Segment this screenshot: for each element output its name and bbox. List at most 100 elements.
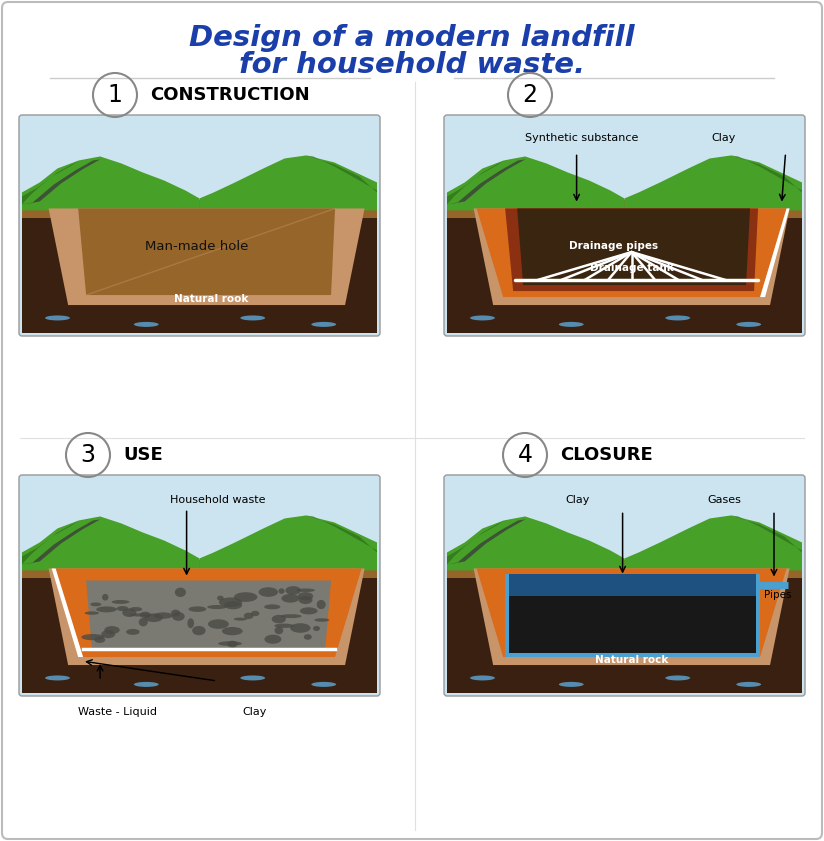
Ellipse shape xyxy=(208,619,229,629)
Ellipse shape xyxy=(133,322,159,327)
Polygon shape xyxy=(22,161,79,210)
Ellipse shape xyxy=(470,675,495,680)
Ellipse shape xyxy=(244,612,254,619)
Bar xyxy=(447,560,802,579)
Bar xyxy=(509,574,756,596)
Polygon shape xyxy=(447,156,625,210)
Ellipse shape xyxy=(224,601,242,609)
Ellipse shape xyxy=(145,613,163,622)
Ellipse shape xyxy=(138,618,147,627)
Ellipse shape xyxy=(304,634,311,640)
Polygon shape xyxy=(731,156,802,210)
Text: Clay: Clay xyxy=(712,133,736,143)
Ellipse shape xyxy=(274,627,283,634)
Polygon shape xyxy=(306,156,377,210)
Bar xyxy=(22,570,377,693)
Ellipse shape xyxy=(105,626,119,634)
Ellipse shape xyxy=(175,588,186,597)
Ellipse shape xyxy=(153,612,173,619)
Ellipse shape xyxy=(274,623,294,628)
Ellipse shape xyxy=(187,618,194,628)
Ellipse shape xyxy=(45,315,70,320)
Ellipse shape xyxy=(208,605,227,609)
Ellipse shape xyxy=(129,613,152,616)
Ellipse shape xyxy=(91,602,101,606)
Polygon shape xyxy=(87,580,331,651)
Polygon shape xyxy=(22,516,199,570)
Text: 3: 3 xyxy=(81,443,96,467)
Ellipse shape xyxy=(45,675,70,680)
Text: for household waste.: for household waste. xyxy=(239,51,585,79)
Ellipse shape xyxy=(101,630,115,638)
Ellipse shape xyxy=(265,635,281,643)
Polygon shape xyxy=(22,160,100,204)
Ellipse shape xyxy=(122,609,137,617)
Bar xyxy=(447,210,802,333)
Ellipse shape xyxy=(171,610,180,616)
Ellipse shape xyxy=(219,597,242,607)
FancyBboxPatch shape xyxy=(444,115,805,336)
Text: Gases: Gases xyxy=(707,495,741,505)
Ellipse shape xyxy=(126,629,140,635)
Ellipse shape xyxy=(117,606,129,611)
Ellipse shape xyxy=(96,606,117,612)
Ellipse shape xyxy=(241,315,265,320)
Polygon shape xyxy=(447,160,525,204)
Polygon shape xyxy=(447,520,525,564)
Text: Natural rook: Natural rook xyxy=(175,294,249,304)
Polygon shape xyxy=(625,516,802,570)
Ellipse shape xyxy=(665,315,691,320)
Ellipse shape xyxy=(470,315,495,320)
Ellipse shape xyxy=(737,322,761,327)
Text: 1: 1 xyxy=(108,83,123,107)
Ellipse shape xyxy=(259,587,278,597)
Polygon shape xyxy=(22,156,199,210)
Polygon shape xyxy=(22,520,100,564)
Ellipse shape xyxy=(285,586,301,595)
Ellipse shape xyxy=(297,592,313,600)
Polygon shape xyxy=(199,516,377,570)
Polygon shape xyxy=(49,209,364,305)
Text: 2: 2 xyxy=(522,83,537,107)
Text: CLOSURE: CLOSURE xyxy=(560,446,653,464)
Bar xyxy=(447,200,802,219)
Polygon shape xyxy=(476,209,787,297)
Ellipse shape xyxy=(234,617,247,621)
Text: 4: 4 xyxy=(517,443,532,467)
Text: Pipes: Pipes xyxy=(765,590,792,600)
Polygon shape xyxy=(199,156,377,210)
Ellipse shape xyxy=(192,626,206,635)
Polygon shape xyxy=(517,209,750,285)
Ellipse shape xyxy=(272,615,286,623)
Ellipse shape xyxy=(264,605,280,610)
Polygon shape xyxy=(505,574,760,657)
Text: Natural rock: Natural rock xyxy=(595,655,668,665)
Ellipse shape xyxy=(102,594,109,600)
Polygon shape xyxy=(447,161,503,210)
Ellipse shape xyxy=(559,322,583,327)
Bar xyxy=(22,210,377,333)
Ellipse shape xyxy=(234,592,257,602)
Text: Household waste: Household waste xyxy=(171,495,266,505)
Text: CONSTRUCTION: CONSTRUCTION xyxy=(150,86,310,104)
Ellipse shape xyxy=(251,611,260,616)
Ellipse shape xyxy=(218,641,242,646)
Ellipse shape xyxy=(282,594,299,603)
Polygon shape xyxy=(625,156,802,210)
Ellipse shape xyxy=(279,589,284,594)
Ellipse shape xyxy=(217,595,223,600)
Ellipse shape xyxy=(82,634,104,640)
Bar xyxy=(509,596,756,653)
Polygon shape xyxy=(474,569,789,665)
Ellipse shape xyxy=(280,614,302,618)
Ellipse shape xyxy=(290,623,311,632)
Ellipse shape xyxy=(300,607,317,615)
Ellipse shape xyxy=(222,627,242,635)
Bar xyxy=(447,570,802,693)
FancyBboxPatch shape xyxy=(19,115,380,336)
Polygon shape xyxy=(306,516,377,570)
Ellipse shape xyxy=(172,612,185,621)
Polygon shape xyxy=(52,569,83,657)
Text: Clay: Clay xyxy=(243,707,267,717)
Ellipse shape xyxy=(241,675,265,680)
